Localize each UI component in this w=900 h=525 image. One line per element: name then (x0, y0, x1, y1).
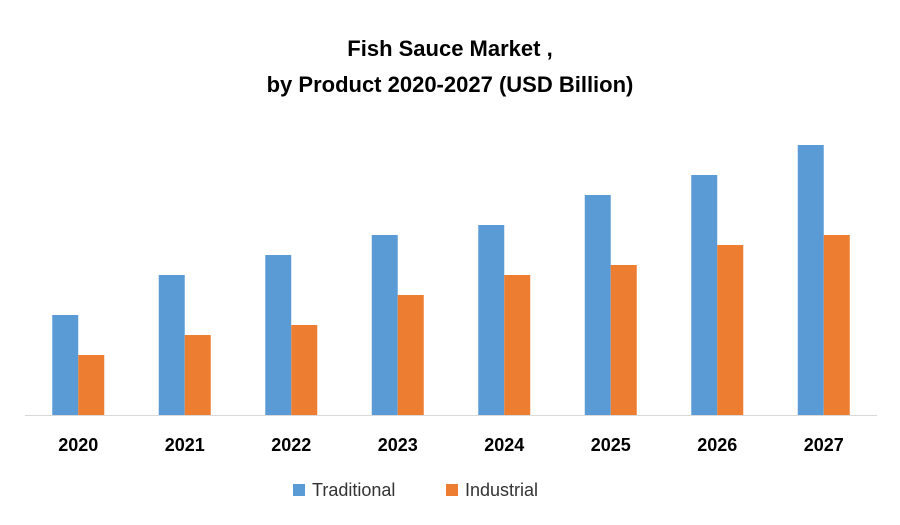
x-tick-label: 2022 (271, 435, 311, 455)
bar (158, 275, 185, 415)
bar (504, 275, 531, 415)
bar (52, 315, 79, 415)
x-tick-label: 2027 (804, 435, 844, 455)
chart-title: Fish Sauce Market , (347, 36, 552, 61)
x-tick-label: 2021 (165, 435, 205, 455)
bar (265, 255, 292, 415)
bar (797, 145, 824, 415)
bar (371, 235, 398, 415)
bar (78, 355, 105, 415)
bar (823, 235, 850, 415)
bar (610, 265, 637, 415)
x-tick-label: 2026 (697, 435, 737, 455)
legend-label: Industrial (465, 480, 538, 500)
bar (478, 225, 505, 415)
bar (717, 245, 744, 415)
bar (291, 325, 318, 415)
legend-label: Traditional (312, 480, 395, 500)
bar (691, 175, 718, 415)
chart-title: by Product 2020-2027 (USD Billion) (267, 72, 634, 97)
legend-swatch (446, 484, 458, 496)
x-tick-label: 2020 (58, 435, 98, 455)
x-tick-label: 2025 (591, 435, 631, 455)
x-tick-label: 2023 (378, 435, 418, 455)
x-tick-label: 2024 (484, 435, 524, 455)
bar (184, 335, 211, 415)
bar (397, 295, 424, 415)
bar (584, 195, 611, 415)
legend-swatch (293, 484, 305, 496)
